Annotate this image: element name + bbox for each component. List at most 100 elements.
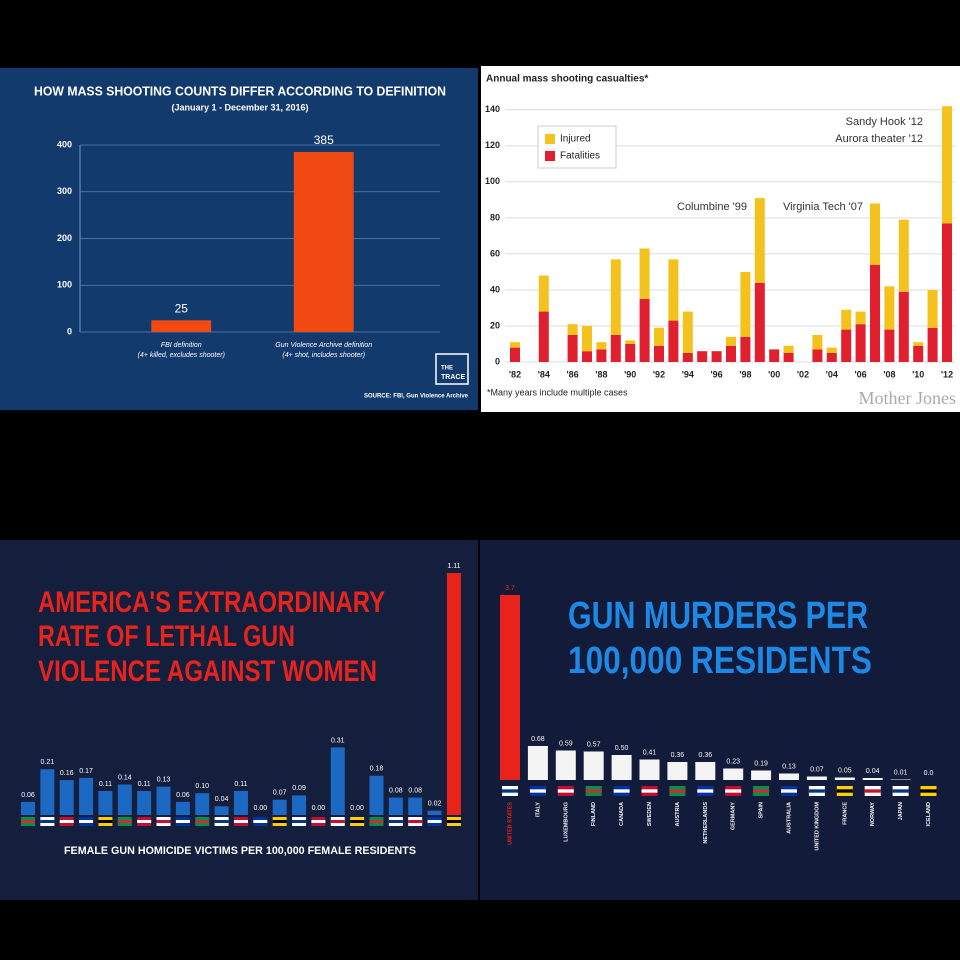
data-label: 0.08 [408, 787, 422, 794]
data-label: 25 [175, 301, 189, 315]
annotation: Sandy Hook '12 [846, 116, 923, 128]
data-label: 0.08 [389, 787, 403, 794]
x-tick-label: AUSTRIA [675, 802, 681, 826]
data-label: 0.50 [615, 745, 629, 752]
bar-segment [812, 334, 823, 350]
flag [697, 789, 714, 793]
bar-segment [927, 289, 938, 328]
data-label: 0.10 [195, 783, 209, 790]
y-tick-label: 200 [57, 233, 72, 243]
y-tick-label: 400 [57, 139, 72, 149]
y-tick-label: 0 [67, 326, 72, 336]
data-label: 0.01 [894, 769, 908, 776]
bar-segment [884, 286, 895, 330]
bar-segment [711, 351, 722, 362]
x-tick-label: '82 [509, 369, 521, 379]
flag [117, 820, 132, 823]
bar [555, 750, 576, 780]
bar [233, 791, 248, 815]
flag [369, 820, 384, 823]
flag [502, 789, 518, 793]
legend-swatch [545, 151, 555, 161]
bar-segment [812, 349, 823, 362]
data-label: 0.21 [41, 759, 55, 766]
y-tick-label: 40 [490, 284, 500, 294]
bar-segment [855, 311, 866, 325]
bar [723, 768, 744, 780]
data-label: 0.14 [118, 774, 132, 781]
flag [781, 789, 797, 793]
flag [529, 789, 546, 793]
bar [527, 746, 548, 780]
flag [292, 820, 307, 823]
bar-segment [538, 275, 549, 312]
bar-segment [898, 291, 909, 362]
flag [214, 820, 229, 823]
flag [330, 820, 345, 823]
bar-segment [582, 325, 592, 352]
data-label: 0.59 [559, 740, 573, 747]
data-label: 0.02 [428, 800, 442, 807]
bar-segment [639, 248, 650, 299]
bar-segment [913, 342, 924, 346]
flag [311, 820, 326, 823]
chart-title: 100,000 RESIDENTS [568, 640, 872, 682]
bar [214, 806, 229, 815]
bar-segment [610, 334, 621, 362]
data-label: 0.07 [810, 766, 824, 773]
annotation: Aurora theater '12 [835, 133, 923, 145]
flag [585, 789, 602, 793]
bar-segment [783, 345, 794, 353]
x-tick-label: '06 [855, 369, 867, 379]
bar [79, 777, 94, 815]
bar-segment [740, 271, 751, 337]
x-tick-label: CANADA [619, 802, 625, 826]
data-label: 0.00 [312, 805, 326, 812]
bar-segment [682, 311, 693, 353]
credit: Mother Jones [859, 388, 957, 408]
chart-title: GUN MURDERS PER [568, 595, 868, 637]
x-tick-label: AUSTRALIA [786, 802, 792, 834]
bar-segment [596, 342, 607, 350]
flag [669, 789, 686, 793]
footnote: *Many years include multiple cases [487, 387, 628, 397]
legend-swatch [545, 134, 555, 144]
bar [388, 797, 403, 815]
data-label: 0.00 [350, 805, 364, 812]
y-tick-label: 0 [495, 356, 500, 366]
flag [446, 820, 461, 823]
data-label: 0.17 [79, 768, 93, 775]
y-tick-label: 80 [490, 212, 500, 222]
x-tick-label: '94 [682, 369, 694, 379]
x-tick-label: '02 [797, 369, 809, 379]
x-tick-label: GERMANY [731, 802, 737, 830]
bar [137, 791, 152, 815]
flag [388, 820, 403, 823]
annotation: Virginia Tech '07 [783, 201, 863, 213]
bar [583, 751, 604, 780]
flag [350, 820, 365, 823]
flag [137, 820, 152, 823]
flag [175, 820, 190, 823]
bar [446, 573, 461, 815]
flag [272, 820, 287, 823]
x-tick-label: SWEDEN [647, 802, 653, 826]
flag [557, 789, 574, 793]
x-tick-label: '12 [941, 369, 953, 379]
x-tick-label: ICELAND [926, 802, 932, 826]
x-tick-label: '92 [653, 369, 665, 379]
source: SOURCE: FBI, Gun Violence Archive [364, 394, 469, 400]
flag [753, 789, 770, 793]
bar [639, 759, 660, 780]
data-label: 0.06 [176, 792, 190, 799]
flag [892, 789, 909, 793]
bar-segment [668, 320, 679, 362]
logo: TRACE [441, 374, 465, 381]
bar-segment [596, 349, 607, 362]
x-tick-label: LUXEMBOURG [563, 802, 569, 842]
x-tick-label: '88 [595, 369, 607, 379]
bar-segment [726, 336, 736, 346]
annotation: Columbine '99 [677, 201, 747, 213]
x-tick-label: NORWAY [870, 802, 876, 826]
chart-title: Annual mass shooting casualties* [486, 74, 648, 85]
